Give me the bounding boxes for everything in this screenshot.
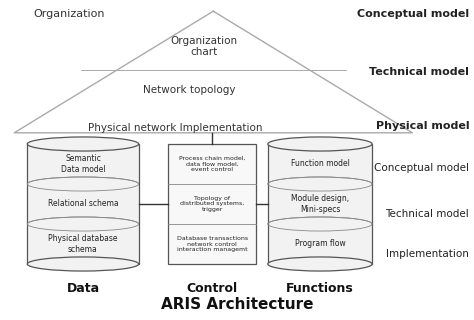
Text: Module design,
Mini-specs: Module design, Mini-specs: [291, 194, 349, 214]
Text: Functions: Functions: [286, 282, 354, 294]
Ellipse shape: [27, 137, 138, 151]
Text: Process chain model,
data flow model,
event control: Process chain model, data flow model, ev…: [179, 156, 246, 172]
Text: Database transactions
network control
interaction managemt: Database transactions network control in…: [176, 236, 248, 252]
Text: Network topology: Network topology: [143, 84, 236, 95]
Text: Data: Data: [66, 282, 100, 294]
Text: Organization: Organization: [33, 9, 105, 20]
Ellipse shape: [27, 257, 138, 271]
Text: Topology of
distributed systems,
trigger: Topology of distributed systems, trigger: [180, 196, 244, 212]
Text: Physical database
schema: Physical database schema: [48, 234, 118, 254]
Text: Program flow: Program flow: [294, 239, 346, 249]
Text: Physical model: Physical model: [375, 121, 469, 132]
Text: Technical model: Technical model: [369, 67, 469, 77]
Ellipse shape: [268, 257, 372, 271]
Text: ARIS Architecture: ARIS Architecture: [161, 297, 313, 312]
Text: Conceptual model: Conceptual model: [357, 9, 469, 20]
Ellipse shape: [268, 137, 372, 151]
Text: Physical network Implementation: Physical network Implementation: [88, 123, 263, 133]
Text: Implementation: Implementation: [386, 249, 469, 260]
Text: Relational schema: Relational schema: [48, 199, 118, 209]
Text: Technical model: Technical model: [385, 209, 469, 220]
Bar: [268, 144, 372, 264]
Text: Semantic
Data model: Semantic Data model: [61, 154, 105, 174]
Text: Conceptual model: Conceptual model: [374, 163, 469, 173]
Bar: [27, 144, 138, 264]
Text: Control: Control: [187, 282, 237, 294]
Text: Function model: Function model: [291, 159, 349, 169]
Text: Organization
chart: Organization chart: [170, 36, 237, 57]
Bar: [168, 144, 256, 264]
